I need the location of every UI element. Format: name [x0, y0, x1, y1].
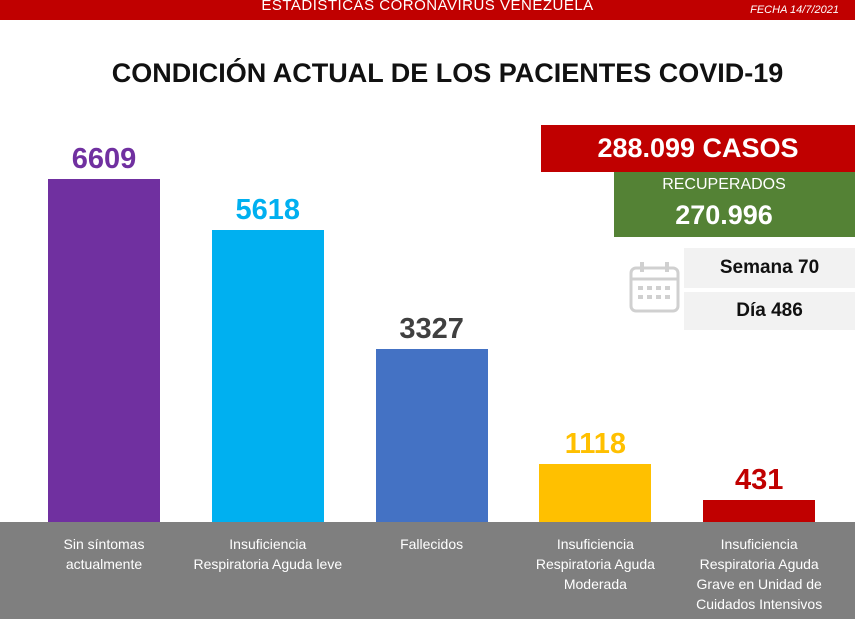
value-label: 6609	[71, 143, 137, 175]
bar	[539, 463, 652, 522]
value-label: 1118	[564, 427, 627, 460]
category-band	[0, 522, 855, 619]
calendar-icon	[629, 262, 680, 313]
week-box: Semana 70	[684, 248, 855, 288]
top-banner	[0, 0, 855, 20]
recovered-value: 270.996	[675, 200, 773, 230]
value-label: 5618	[235, 194, 301, 227]
day-box: Día 486	[684, 292, 855, 330]
chart-title: CONDICIÓN ACTUAL DE LOS PACIENTES COVID-…	[111, 58, 784, 88]
bar	[703, 499, 816, 522]
bar	[375, 349, 488, 522]
value-label: 3327	[399, 313, 464, 346]
cases-box: 288.099 CASOS	[541, 125, 855, 172]
recovered-label: RECUPERADOS	[662, 176, 786, 193]
bar	[48, 179, 160, 522]
category-label: Sin síntomas actualmente	[63, 536, 145, 572]
banner-title: ESTADÍSTICAS CORONAVIRUS VENEZUELA	[261, 0, 594, 14]
recovered-box	[614, 172, 855, 237]
bar	[211, 230, 324, 522]
category-label: Insuficiencia Respiratoria Aguda Moderad…	[535, 536, 655, 592]
category-label: Insuficiencia Respiratoria Aguda leve	[193, 536, 343, 572]
value-label: 431	[734, 463, 784, 496]
category-label: Insuficiencia Respiratoria Aguda Grave e…	[696, 536, 823, 612]
banner-date: FECHA 14/7/2021	[750, 4, 839, 16]
category-label: Fallecidos	[400, 536, 464, 552]
